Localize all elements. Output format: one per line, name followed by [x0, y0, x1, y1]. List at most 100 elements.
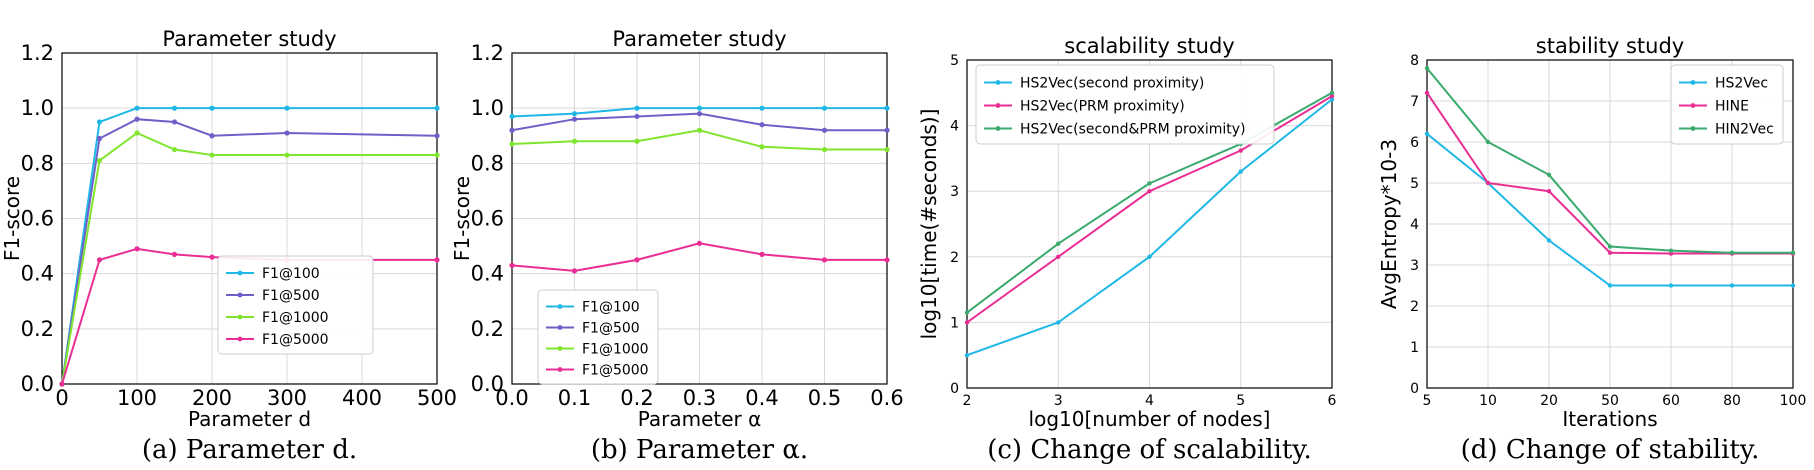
figure-caption: (b) Parameter α. [591, 435, 808, 465]
data-point [1485, 180, 1491, 186]
data-point [509, 141, 515, 147]
x-tick-label: 500 [417, 386, 457, 410]
data-point [964, 310, 970, 315]
data-point [134, 105, 140, 111]
legend-label: HINE [1715, 99, 1749, 115]
legend-marker [557, 346, 563, 351]
data-point [1546, 238, 1552, 243]
figure-caption: (d) Change of stability. [1461, 435, 1760, 465]
y-tick-label: 6 [1410, 135, 1419, 151]
x-tick-label: 0.4 [745, 386, 778, 410]
plot-frame [61, 52, 438, 385]
legend-marker [237, 314, 243, 320]
chart-title: Parameter study [162, 27, 336, 51]
data-point [59, 381, 65, 387]
legend-marker [557, 304, 563, 309]
y-tick-label: 0.0 [21, 372, 54, 396]
data-point [284, 130, 290, 136]
legend-box [217, 255, 374, 355]
legend-label: HS2Vec(PRM proximity) [1020, 99, 1185, 115]
y-tick-label: 0.2 [471, 317, 504, 341]
data-point [509, 113, 515, 120]
data-point [696, 105, 703, 111]
data-point [209, 152, 215, 158]
x-tick-label: 400 [342, 386, 382, 410]
data-point [96, 257, 103, 263]
x-axis-label: log10[number of nodes] [1029, 407, 1271, 431]
data-point [884, 127, 890, 133]
y-tick-label: 2 [950, 250, 959, 266]
x-tick-label: 80 [1723, 393, 1741, 409]
legend-label: F1@5000 [582, 363, 649, 379]
legend-label: HS2Vec(second&PRM proximity) [1020, 122, 1246, 138]
data-point [821, 105, 828, 111]
y-tick-label: 3 [1410, 258, 1419, 274]
legend-marker [995, 103, 1001, 108]
x-tick-label: 10 [1479, 393, 1497, 409]
data-point [171, 251, 178, 257]
data-point [1607, 283, 1613, 288]
data-point [209, 254, 215, 260]
legend-box [1670, 64, 1784, 145]
data-point [209, 105, 215, 111]
x-tick-label: 0.6 [870, 386, 903, 410]
data-point [434, 152, 440, 158]
x-tick-label: 0.2 [620, 386, 653, 410]
y-tick-label: 1.0 [471, 96, 504, 120]
y-tick-label: 2 [1410, 299, 1419, 315]
data-point [509, 127, 515, 133]
data-point [96, 135, 103, 142]
data-point [434, 105, 440, 111]
legend-label: F1@100 [262, 266, 320, 282]
data-point [571, 138, 578, 144]
figure-caption: (c) Change of scalability. [987, 435, 1312, 465]
legend-marker [1690, 80, 1696, 85]
data-point [696, 240, 703, 246]
data-point [284, 152, 290, 158]
data-point [1668, 283, 1674, 288]
data-point [1147, 181, 1152, 186]
data-point [209, 133, 215, 139]
data-point [821, 127, 828, 133]
x-tick-label: 200 [192, 386, 232, 410]
y-axis-label: AvgEntropy*10-3 [1377, 139, 1401, 309]
data-point [1056, 254, 1061, 259]
data-point [571, 268, 578, 274]
data-point [1147, 254, 1152, 259]
data-point [1546, 172, 1552, 177]
data-point [1424, 90, 1430, 96]
x-tick-label: 0.0 [495, 386, 528, 410]
data-point [1790, 250, 1796, 255]
data-point [96, 119, 103, 125]
y-axis-label: F1-score [0, 176, 24, 261]
legend-label: F1@500 [262, 288, 320, 304]
plot-frame [966, 59, 1333, 389]
x-tick-label: 5 [1236, 393, 1245, 409]
data-point [1729, 250, 1735, 255]
legend-label: HS2Vec(second proximity) [1020, 76, 1204, 92]
y-tick-label: 0.8 [471, 151, 504, 175]
legend-box [537, 289, 659, 385]
y-tick-label: 7 [1410, 94, 1419, 110]
legend-marker [237, 292, 243, 298]
data-point [134, 116, 140, 122]
chart-title: Parameter study [612, 27, 786, 51]
data-point [696, 111, 703, 117]
y-tick-label: 1 [950, 315, 959, 331]
x-tick-label: 20 [1540, 393, 1558, 409]
data-point [1238, 148, 1243, 153]
y-tick-label: 0.4 [21, 262, 54, 286]
data-point [171, 119, 178, 125]
legend-box [975, 64, 1275, 145]
y-tick-label: 5 [1410, 176, 1419, 192]
data-point [759, 122, 765, 128]
data-point [759, 251, 765, 257]
data-point [571, 116, 578, 122]
data-point [1729, 283, 1735, 288]
x-tick-label: 3 [1054, 393, 1063, 409]
legend-label: F1@100 [582, 300, 640, 316]
y-tick-label: 0 [950, 381, 959, 397]
data-point [434, 133, 440, 139]
legend-label: F1@1000 [262, 310, 329, 326]
x-axis-label: Parameter d [188, 407, 311, 431]
